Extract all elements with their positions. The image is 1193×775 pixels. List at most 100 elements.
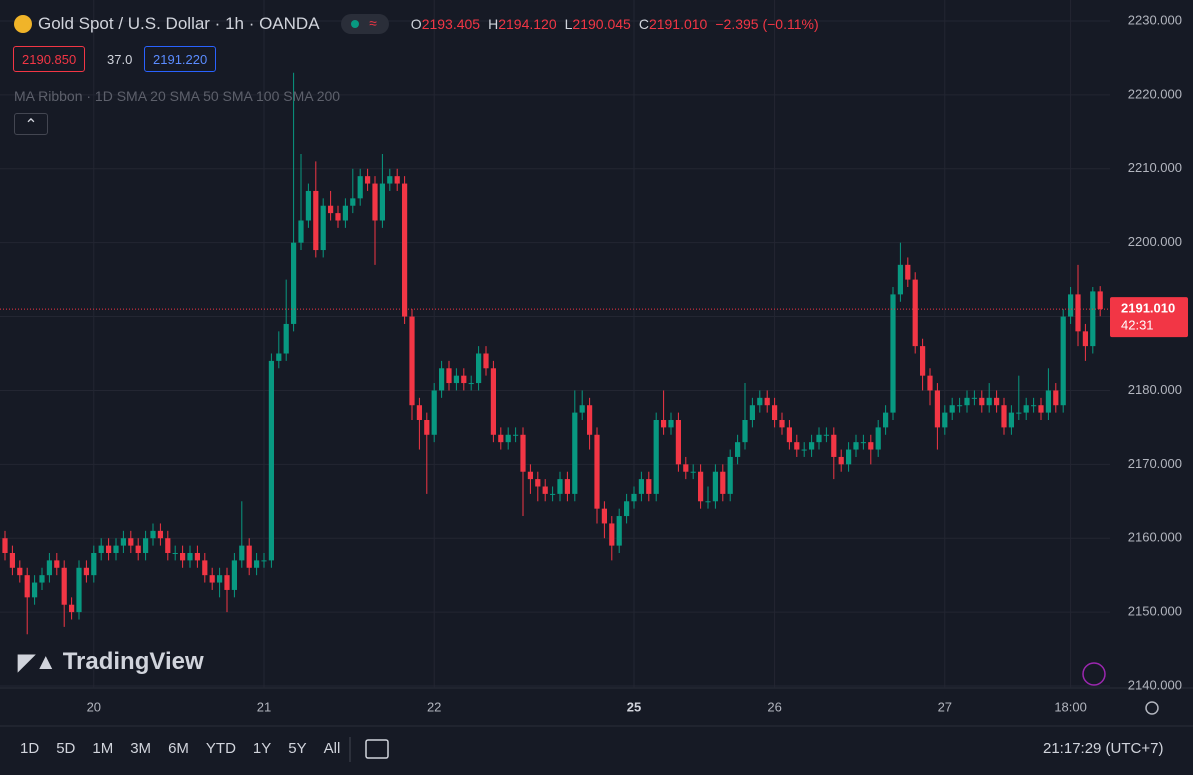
range-button[interactable]: 5D [56,740,76,757]
candle [416,397,422,450]
candle-body [335,213,341,221]
candle [631,486,637,509]
candle [823,427,829,443]
candle-body [320,205,326,251]
candle-body [69,604,75,613]
range-bar: 1D 5D 1M 3M 6M YTD 1Y 5Y All [20,740,357,758]
candle [638,471,644,502]
candle [157,523,163,546]
candle-body [402,183,408,317]
candle [350,168,356,214]
candle-body [720,471,726,494]
candle-body [1008,412,1014,428]
candle-body [505,434,511,443]
symbol[interactable]: Gold Spot / U.S. Dollar · 1h · OANDA ≈ O… [14,14,819,34]
candle-body [823,434,829,436]
candle [860,434,866,450]
candle [483,346,489,376]
candle [897,242,903,302]
range-button[interactable]: 1Y [252,740,272,757]
candle-body [1031,405,1037,407]
candle [468,375,474,391]
candle [328,190,334,221]
candle [298,154,304,251]
candle-body [172,553,178,554]
candle [557,471,563,502]
candle-body [727,456,733,494]
candle [431,383,437,443]
change: −2.395 (−0.11%) [715,16,819,32]
x-tick-label: 21 [257,699,271,714]
candle-body [446,368,452,384]
candle-body [601,508,607,524]
candle-body [461,375,467,384]
candle [1090,287,1096,354]
candle-body [490,368,496,435]
candle-body [646,479,652,494]
readout-value: 2190.045 [572,16,631,32]
candle [742,383,748,450]
candle-body [564,479,570,494]
candle-body [328,205,334,214]
candle-body [24,575,30,598]
range-button[interactable]: YTD [205,740,236,757]
bid[interactable]: 2190.850 [13,46,86,72]
candle [912,272,918,354]
candle [779,412,785,435]
candle-body [616,516,622,546]
readout-label: L [564,16,573,32]
candle-body [305,190,311,221]
candle [1016,375,1022,420]
alert-icon [1082,662,1106,686]
range-button[interactable]: 6M [168,740,189,757]
candle [268,353,274,568]
y-tick-label: 2210.000 [1128,160,1182,175]
range-button[interactable]: All [323,740,341,757]
candle-body [209,575,215,583]
candle [838,449,844,472]
range-button[interactable]: 1D [20,740,40,757]
candle-body [994,397,1000,406]
candle [690,464,696,480]
candle-body [9,553,15,568]
candle-body [409,316,415,406]
candle [920,338,926,391]
candle [335,205,341,228]
readout-value: 2193.405 [421,16,481,32]
logo-text: TradingView [62,648,204,675]
candle [61,560,67,627]
range-button[interactable]: 3M [130,740,152,757]
candle [661,390,667,435]
candle [217,567,223,598]
candle [1082,323,1088,361]
clock[interactable]: 21:17:29 (UTC+7) [1043,740,1164,757]
candle-body [1045,390,1051,413]
candle-body [1082,331,1088,347]
candle [54,553,60,576]
ask[interactable]: 2191.220 [144,46,217,72]
candle [69,597,75,620]
indicator[interactable]: MA Ribbon · 1D SMA 20 SMA 50 SMA 100 SMA… [14,88,341,104]
range-button[interactable]: 5Y [288,740,307,757]
candle-body [83,567,89,576]
candle-body [350,198,356,206]
candle-body [476,353,482,384]
candle-body [1023,405,1029,413]
price-tag-countdown: 42:31 [1121,318,1154,333]
range-button[interactable]: 1M [92,740,114,757]
candle-body [890,294,896,413]
candle-body [224,575,230,590]
candle [668,412,674,435]
candle [816,427,822,450]
candle-body [17,567,23,576]
candle-body [113,545,119,553]
candle [1023,397,1029,420]
readout-value: 2191.010 [648,16,708,32]
candle [786,420,792,450]
candle-body [1001,405,1007,428]
collapse-button[interactable]: ⌃ [14,113,48,135]
candle [853,434,859,457]
candle-body [757,397,763,406]
candle [949,397,955,420]
